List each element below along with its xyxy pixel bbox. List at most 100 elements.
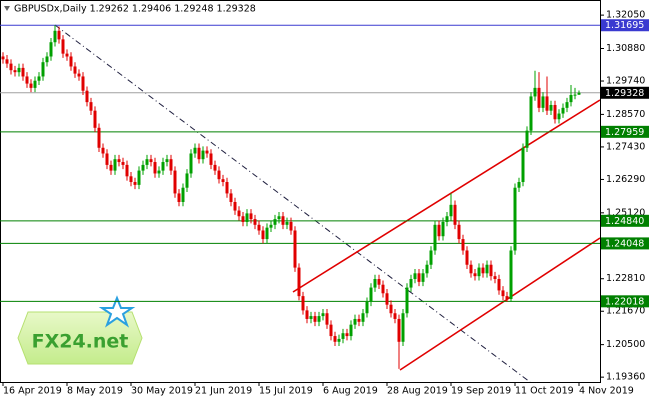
- candle-body: [205, 150, 209, 154]
- candle-body: [5, 59, 9, 64]
- candle-body: [253, 219, 257, 225]
- x-tick-label: 21 Jun 2019: [195, 386, 252, 397]
- candle-body: [513, 187, 517, 251]
- candle-body: [505, 296, 509, 299]
- level-box: [601, 214, 649, 227]
- candle-body: [413, 273, 417, 280]
- candle-body: [161, 162, 165, 171]
- candle-body: [545, 96, 549, 111]
- candle-body: [249, 213, 253, 220]
- candle-body: [409, 279, 413, 288]
- logo-text: FX24.net: [32, 331, 129, 353]
- candle-body: [201, 150, 205, 160]
- y-tick-label: 1.26290: [606, 174, 645, 185]
- candle-body: [121, 162, 125, 165]
- candle-body: [269, 224, 273, 228]
- candle-body: [85, 90, 89, 103]
- candle-body: [537, 87, 541, 108]
- candle-body: [361, 313, 365, 322]
- x-tick-label: 16 Apr 2019: [3, 386, 62, 397]
- y-tick-label: 1.29740: [606, 76, 645, 87]
- candle-body: [441, 221, 445, 237]
- candle-body: [21, 67, 25, 77]
- level-label: 1.22018: [605, 296, 644, 307]
- candle-body: [209, 153, 213, 165]
- candle-body: [305, 310, 309, 319]
- logo: FX24.net: [17, 295, 143, 365]
- candle-body: [533, 87, 537, 97]
- plot-frame: [0, 0, 601, 383]
- candle-body: [341, 333, 345, 339]
- candle-body: [357, 318, 361, 322]
- candle-body: [461, 239, 465, 251]
- candle-body: [157, 170, 161, 174]
- candle-body: [437, 224, 441, 237]
- candle-body: [497, 279, 501, 291]
- level-label: 1.27959: [605, 127, 644, 138]
- candle-body: [173, 170, 177, 194]
- candle-body: [289, 221, 293, 231]
- candle-body: [353, 318, 357, 325]
- candle-body: [573, 94, 577, 96]
- candle-body: [25, 76, 29, 84]
- candle-body: [293, 230, 297, 268]
- y-tick-label: 1.19360: [606, 372, 645, 383]
- chart-title: GBPUSDx,Daily 1.29262 1.29406 1.29248 1.…: [14, 4, 256, 15]
- candle-body: [73, 66, 77, 74]
- candle-body: [169, 159, 173, 171]
- candle-body: [509, 250, 513, 299]
- candle-body: [569, 95, 573, 103]
- candle-body: [453, 204, 457, 225]
- candle-body: [217, 170, 221, 180]
- candle-body: [153, 162, 157, 174]
- y-tick-label: 1.27430: [606, 141, 645, 152]
- candle-body: [265, 227, 269, 240]
- candle-body: [9, 63, 13, 71]
- candle-body: [189, 153, 193, 174]
- candle-body: [525, 130, 529, 148]
- candle-body: [117, 159, 121, 163]
- candle-body: [405, 287, 409, 314]
- candle-body: [381, 284, 385, 294]
- candle-body: [33, 80, 37, 88]
- candle-body: [125, 164, 129, 177]
- candle-body: [213, 164, 217, 171]
- x-tick-label: 8 May 2019: [67, 386, 123, 397]
- candle-body: [165, 159, 169, 163]
- candle-body: [501, 290, 505, 297]
- candle-body: [541, 96, 545, 108]
- x-tick-label: 11 Oct 2019: [515, 386, 574, 397]
- candle-body: [485, 264, 489, 274]
- candle-body: [197, 147, 201, 160]
- candle-body: [97, 127, 101, 148]
- candle-body: [177, 193, 181, 202]
- candle-body: [37, 76, 41, 81]
- candle-body: [473, 273, 477, 277]
- x-tick-label: 6 Aug 2019: [323, 386, 378, 397]
- y-tick-label: 1.25120: [606, 207, 645, 218]
- candle-body: [329, 324, 333, 337]
- candle-body: [69, 56, 73, 67]
- candle-body: [469, 264, 473, 274]
- candle-body: [185, 173, 189, 188]
- candle-body: [557, 113, 561, 120]
- candle-body: [565, 102, 569, 108]
- x-tick-label: 30 May 2019: [131, 386, 193, 397]
- candle-body: [273, 219, 277, 225]
- candle-body: [93, 110, 97, 128]
- candle-body: [369, 287, 373, 302]
- candle-body: [349, 324, 353, 337]
- candle-body: [45, 56, 49, 63]
- candle-body: [229, 193, 233, 202]
- y-tick-label: 1.20500: [606, 339, 645, 350]
- candle-body: [137, 170, 141, 185]
- candle-body: [313, 316, 317, 322]
- x-tick-label: 4 Nov 2019: [579, 386, 634, 397]
- candle-body: [389, 304, 393, 314]
- candle-body: [377, 279, 381, 285]
- candle-body: [465, 250, 469, 265]
- candle-body: [397, 318, 401, 342]
- candle-body: [133, 182, 137, 185]
- candle-body: [57, 30, 61, 40]
- channel-lower: [399, 237, 601, 371]
